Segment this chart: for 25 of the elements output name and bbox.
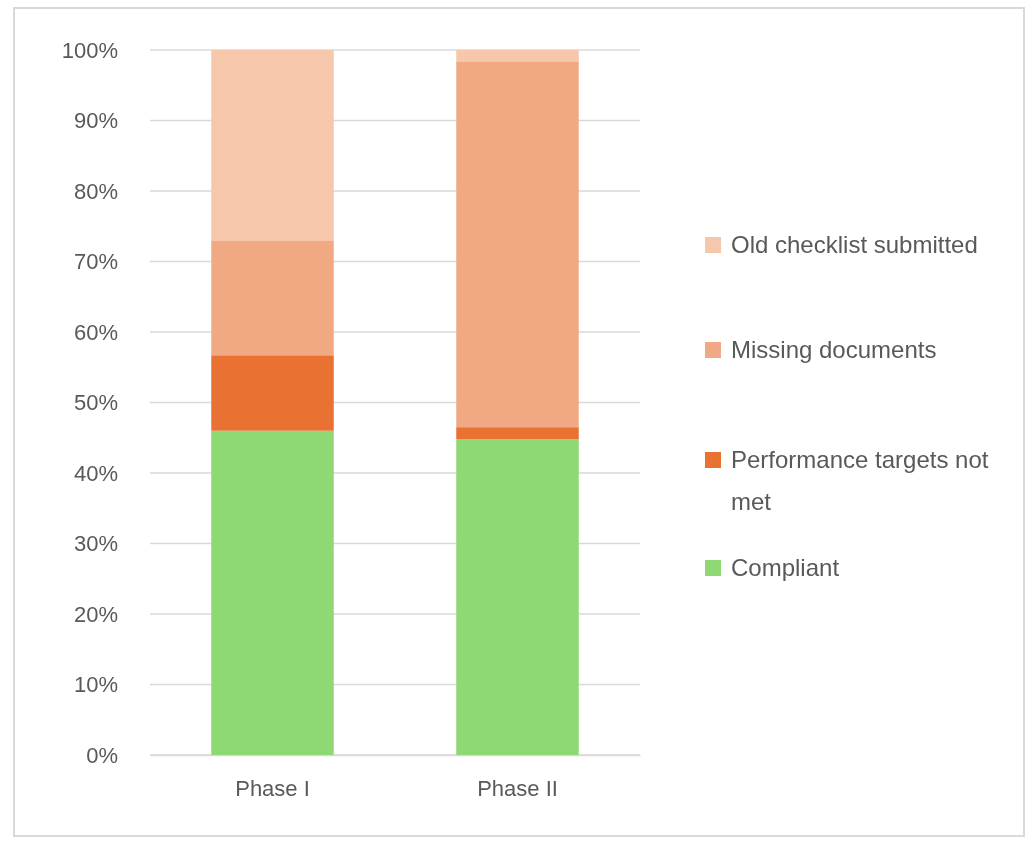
y-tick-label: 70% bbox=[73, 249, 118, 275]
bar bbox=[456, 439, 579, 755]
y-tick-label: 30% bbox=[73, 531, 118, 557]
y-tick-label: 100% bbox=[61, 37, 118, 63]
legend-label: Old checklist submitted bbox=[731, 231, 978, 259]
legend-label: Performance targets not met bbox=[731, 446, 989, 516]
bar bbox=[211, 430, 334, 755]
y-tick-label: 50% bbox=[73, 390, 118, 416]
y-tick-label: 60% bbox=[73, 319, 118, 345]
x-tick-label: Phase I bbox=[235, 775, 310, 801]
bar bbox=[211, 240, 334, 356]
bar bbox=[456, 427, 579, 440]
y-tick-label: 20% bbox=[73, 601, 118, 627]
bar bbox=[211, 50, 334, 241]
y-tick-label: 90% bbox=[73, 108, 118, 134]
y-tick-label: 40% bbox=[73, 460, 118, 486]
y-tick-label: 80% bbox=[73, 178, 118, 204]
x-tick-label: Phase II bbox=[477, 775, 558, 801]
y-tick-label: 10% bbox=[73, 672, 118, 698]
legend-label: Missing documents bbox=[731, 336, 937, 364]
bar bbox=[456, 61, 579, 428]
bar bbox=[456, 50, 579, 62]
bar bbox=[211, 355, 334, 431]
legend-label: Compliant bbox=[731, 554, 840, 582]
y-tick-label: 0% bbox=[86, 742, 118, 768]
